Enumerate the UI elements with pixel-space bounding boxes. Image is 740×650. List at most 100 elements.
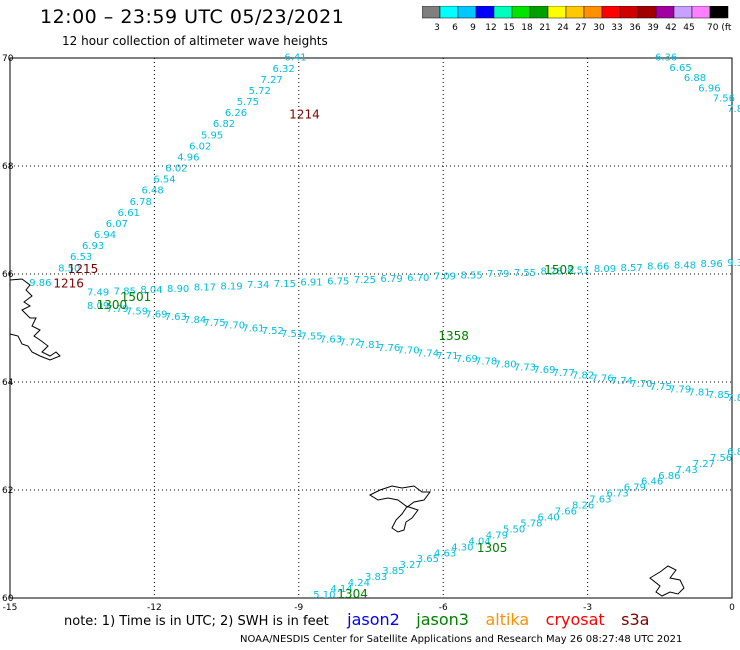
wave-height-label: 6.46 xyxy=(641,477,663,488)
wave-height-label: 3.27 xyxy=(399,560,421,571)
colorbar-label: 33 xyxy=(611,23,622,33)
wave-height-label: 6.40 xyxy=(537,512,559,523)
wave-height-label: 7.69 xyxy=(145,309,167,320)
wave-height-label: 6.02 xyxy=(189,141,211,152)
wave-height-label: 4.04 xyxy=(468,536,490,547)
colorbar-label: 24 xyxy=(557,23,569,33)
lon-tick-label: -9 xyxy=(294,603,303,613)
wave-height-label: 7.75 xyxy=(650,382,672,393)
wave-height-label: 7.59 xyxy=(126,307,148,318)
wave-height-label: 6.65 xyxy=(669,63,691,74)
wave-height-label: 6.79 xyxy=(380,274,402,285)
lat-tick-label: 68 xyxy=(2,162,14,172)
wave-height-label: 7.8 xyxy=(727,104,740,115)
wave-height-label: 8.17 xyxy=(194,283,216,294)
wave-height-label: 6.8 xyxy=(727,447,740,458)
lat-tick-label: 62 xyxy=(2,486,13,496)
legend-jason3: jason3 xyxy=(416,610,469,629)
wave-height-label: 6.78 xyxy=(130,197,152,208)
wave-height-label: 4.30 xyxy=(451,542,473,553)
wave-height-label: 7.75 xyxy=(203,318,225,329)
colorbar-label: 39 xyxy=(647,23,659,33)
wave-height-label: 4.24 xyxy=(348,578,370,589)
wave-height-label: 7.72 xyxy=(339,337,361,348)
wave-height-label: 5.10 xyxy=(313,590,335,601)
legend-jason2: jason2 xyxy=(347,610,400,629)
wave-height-label: 4.96 xyxy=(177,152,199,163)
shetland-islands xyxy=(649,565,685,597)
wave-height-label: 8.04 xyxy=(140,285,162,296)
wave-height-label: 7.77 xyxy=(553,368,575,379)
wave-height-label: 6.96 xyxy=(698,83,720,94)
legend-s3a: s3a xyxy=(621,610,650,629)
wave-height-label: 6.41 xyxy=(284,53,306,64)
wave-height-label: 5.95 xyxy=(201,130,223,141)
pass-time-label: 1501 xyxy=(121,290,152,304)
wave-height-label: 7.79 xyxy=(669,385,691,396)
wave-height-label: 7.79 xyxy=(487,269,509,280)
faroe-islands xyxy=(368,485,431,533)
wave-height-label: 7.55 xyxy=(300,332,322,343)
wave-height-label: 6.48 xyxy=(141,186,163,197)
wave-height-label: 6.07 xyxy=(106,219,128,230)
wave-height-label: 7.09 xyxy=(434,272,456,283)
lon-tick-label: -3 xyxy=(583,603,592,613)
wave-height-label: 7.66 xyxy=(555,507,577,518)
wave-height-label: 7.63 xyxy=(589,495,611,506)
wave-height-label: 6.86 xyxy=(658,471,680,482)
colorbar-label: 36 xyxy=(629,23,641,33)
wave-height-label: 7.15 xyxy=(274,279,296,290)
colorbar-label: 21 xyxy=(539,23,550,33)
wave-height-label: 6.94 xyxy=(94,230,116,241)
lat-tick-label: 60 xyxy=(2,594,14,604)
wave-height-label: 5.78 xyxy=(520,518,542,529)
wave-height-label: 8.09 xyxy=(87,301,109,312)
wave-height-label: 8.55 xyxy=(460,270,482,281)
colorbar-label: 27 xyxy=(575,23,586,33)
wave-height-label: 7.63 xyxy=(320,334,342,345)
lon-tick-label: -6 xyxy=(439,603,448,613)
wave-height-label: 7.85 xyxy=(114,286,136,297)
wave-height-label: 7.43 xyxy=(675,465,697,476)
wave-height-label: 6.75 xyxy=(327,276,349,287)
wave-height-label: 8.51 xyxy=(567,265,589,276)
colorbar-swatch xyxy=(709,6,729,19)
wave-height-label: 9.30 xyxy=(727,258,740,269)
wave-height-label: 7.25 xyxy=(354,275,376,286)
wave-height-label: 7.80 xyxy=(494,360,516,371)
colorbar-label: 6 xyxy=(452,23,458,33)
legend-cryosat: cryosat xyxy=(545,610,605,629)
colorbar-label: 15 xyxy=(503,23,514,33)
pass-time-label: 1216 xyxy=(53,277,84,291)
map-axis-ticks: -15 -12 -9 -6 -3 0 70 68 66 64 62 60 xyxy=(2,54,735,613)
wave-height-label: 7.76 xyxy=(591,373,613,384)
wave-height-label: 6.54 xyxy=(153,175,175,186)
wave-height-label: 7.78 xyxy=(475,357,497,368)
colorbar-label: 42 xyxy=(665,23,676,33)
wave-height-label: 3.83 xyxy=(365,572,387,583)
wave-height-label: 7.69 xyxy=(456,354,478,365)
lat-tick-label: 70 xyxy=(2,54,14,64)
wave-height-label: 6.88 xyxy=(684,73,706,84)
wave-height-label: 9.86 xyxy=(29,278,51,289)
wave-height-label: 4.63 xyxy=(434,548,456,559)
wave-height-label: 6.32 xyxy=(272,64,294,75)
wave-height-label: 8.09 xyxy=(594,264,616,275)
wave-height-label: 7.79 xyxy=(106,304,128,315)
wave-height-label: 7.63 xyxy=(165,312,187,323)
legend: note: 1) Time is in UTC; 2) SWH is in fe… xyxy=(64,610,661,629)
wave-height-label: 3.85 xyxy=(382,566,404,577)
wave-tracks: 6.416.327.275.725.756.266.825.956.024.96… xyxy=(58,53,740,601)
wave-height-label: 7.55 xyxy=(514,268,536,279)
pass-time-label: 1502 xyxy=(544,263,575,277)
map-subtitle: 12 hour collection of altimeter wave hei… xyxy=(62,34,328,48)
wave-height-label: 7.71 xyxy=(436,351,458,362)
lon-tick-label: -15 xyxy=(3,603,18,613)
wave-height-label: 5.72 xyxy=(249,86,271,97)
colorbar-label: 70 (ft) xyxy=(707,23,732,33)
wave-height-label: 7.81 xyxy=(359,340,381,351)
colorbar-label: 18 xyxy=(521,23,533,33)
legend-altika: altika xyxy=(485,610,530,629)
wave-height-label: 6.79 xyxy=(624,483,646,494)
